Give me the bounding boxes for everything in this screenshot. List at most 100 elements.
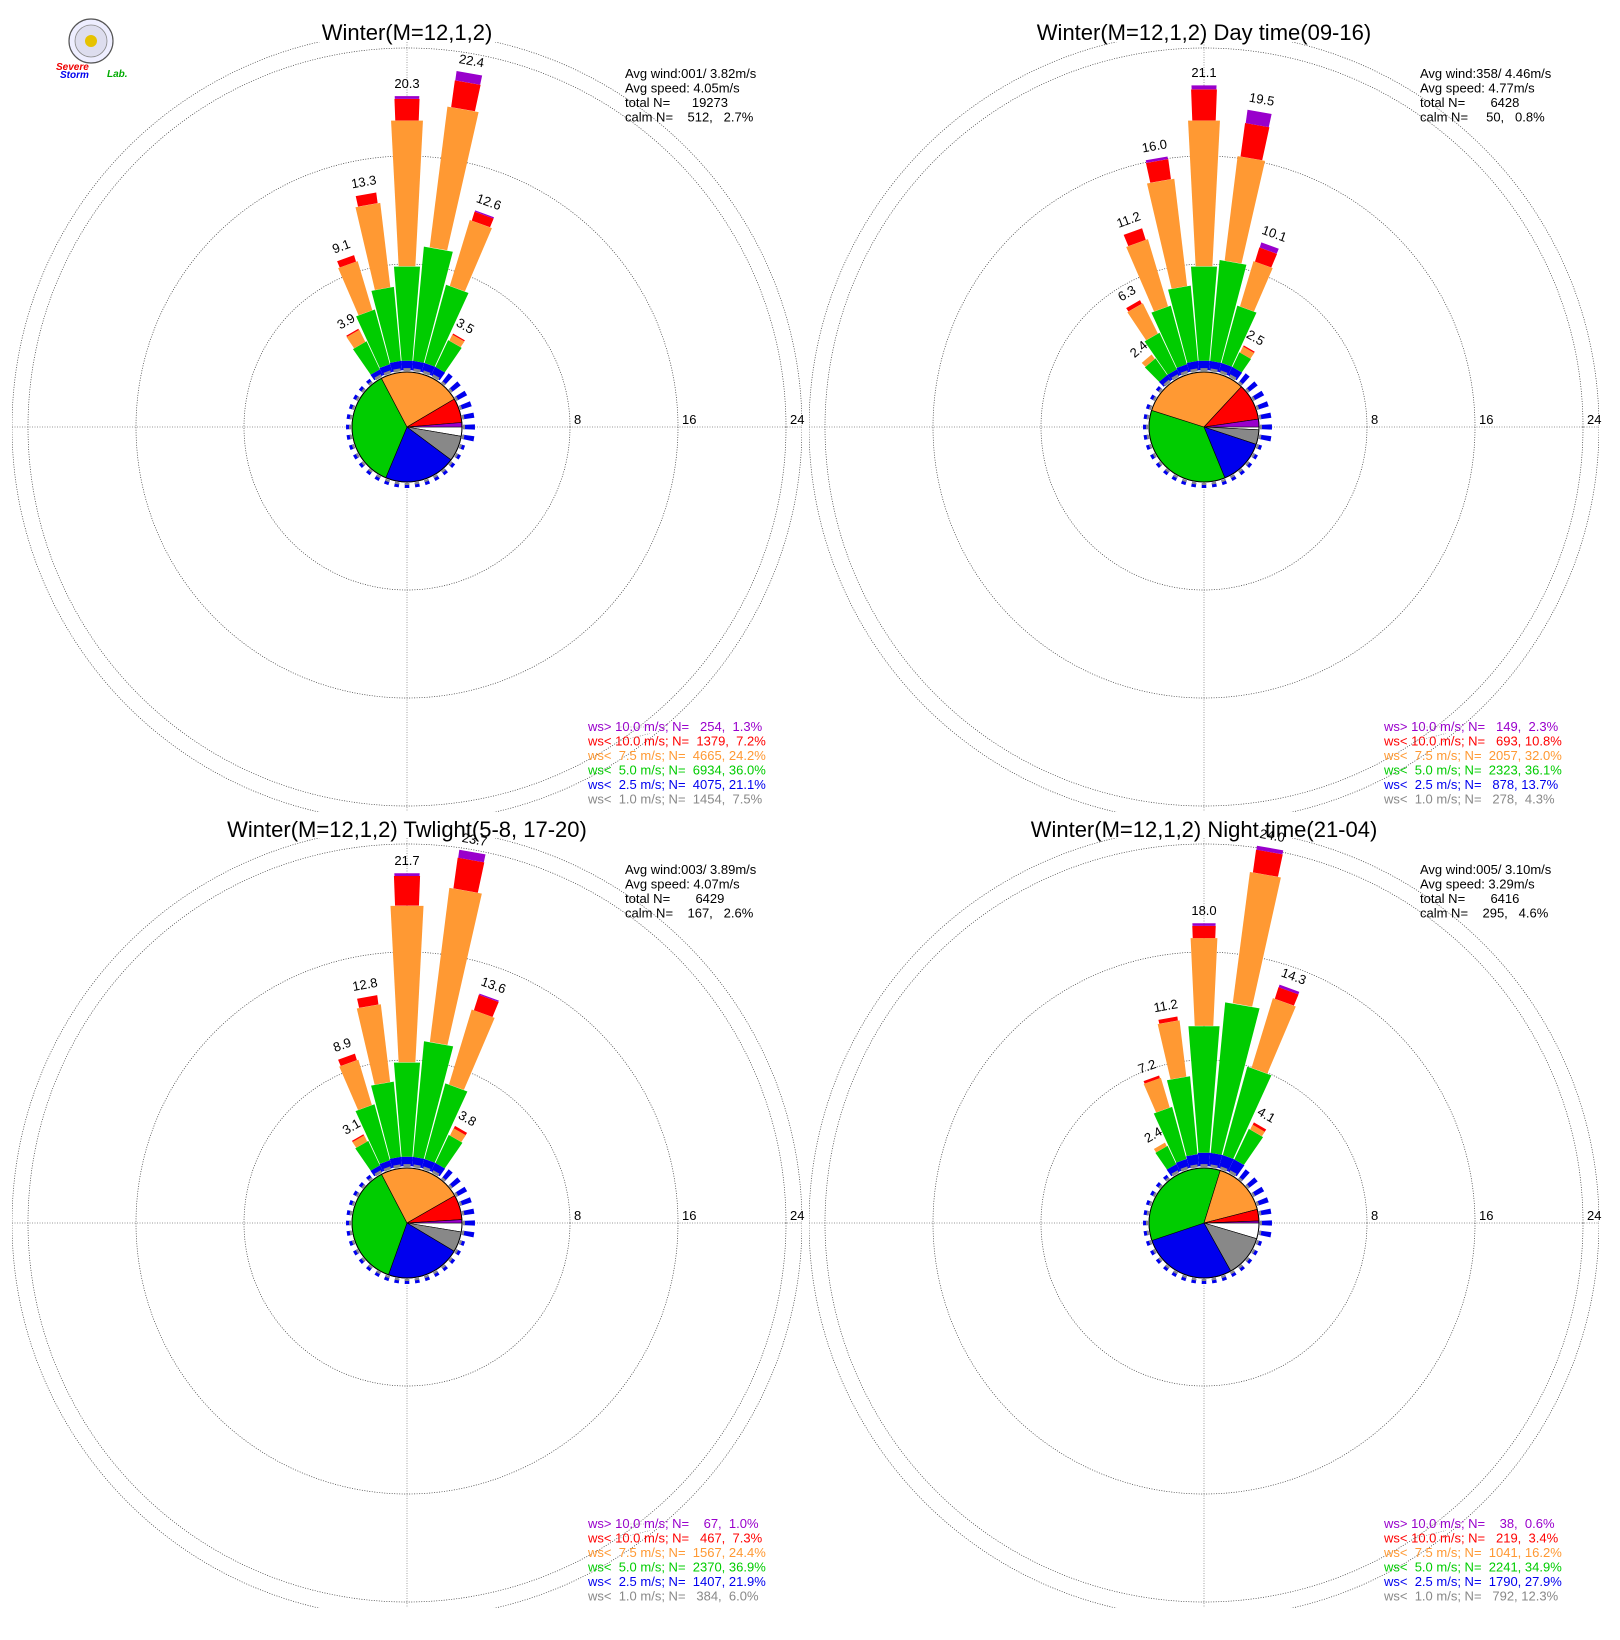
bar-value-label: 14.3 [1279,965,1308,988]
bar-segment [1141,354,1155,367]
minor-direction-bar-base [448,388,453,393]
bar-segment [1192,925,1216,939]
grid-ring [135,155,679,699]
bar-segment [355,1104,390,1164]
bar-segment [453,1125,468,1136]
bar-segment-base [374,1170,383,1177]
bar-segment [458,849,486,863]
bar-value-label: 6.3 [1115,282,1138,304]
direction-bar-10: 23.7 [411,830,488,1169]
panel-title: Winter(M=12,1,2) Night time(21-04) [1031,817,1378,842]
minor-direction-bar [1259,1220,1272,1226]
minor-direction-bar-base [385,1274,390,1279]
minor-direction-bar [462,1220,475,1226]
direction-bar-20: 10.1 [1218,222,1289,376]
stat-line: total N= 19273 [625,95,728,110]
minor-direction-bar [454,390,468,401]
logo-seal-emblem [85,35,97,47]
legend-grid-overlap [617,1530,651,1539]
minor-direction-bar [1258,412,1272,420]
direction-bar-20: 13.6 [421,974,508,1172]
minor-direction-bar-base [361,388,366,393]
grid-ring [27,843,787,1603]
logo-word-severe: Severe [56,62,89,73]
minor-direction-bar-base [454,453,459,458]
direction-bar-340: 7.2 [1136,1056,1190,1172]
bar-segment [1191,89,1217,121]
direction-bar-20: 12.6 [421,190,503,376]
minor-direction-bar-base [1158,1184,1163,1189]
legend-entry: ws< 10.0 m/s; N= 219, 3.4% [1383,1531,1559,1546]
grid-ring [27,47,787,807]
bar-segment-base [1190,368,1198,373]
minor-direction-bar-base [458,405,463,410]
minor-direction-bar-base [441,381,446,386]
minor-direction-bar-base [1230,474,1235,479]
bar-segment-base [393,1164,401,1169]
minor-direction-bar-base [462,424,465,430]
bar-segment [390,905,424,1063]
stat-line: Avg speed: 4.07m/s [625,877,740,892]
legend-entry: ws> 10.0 m/s; N= 67, 1.0% [587,1516,759,1531]
minor-direction-bar-base [361,1184,366,1189]
bar-segment [357,995,379,1008]
minor-direction-bar-base [1191,481,1197,485]
pie-outline [351,371,463,483]
direction-bar-330: 2.4 [1141,1124,1180,1177]
minor-direction-bar-base [349,424,352,430]
legend-entry: ws< 10.0 m/s; N= 693, 10.8% [1383,734,1562,749]
bar-value-label: 11.2 [1115,208,1143,230]
legend-entry: ws< 1.0 m/s; N= 384, 6.0% [587,1589,759,1604]
bar-segment [1158,374,1172,387]
bar-segment [1210,260,1247,363]
direction-bar-350: 13.3 [350,172,403,373]
windrose-panel-2: 8 16 242.46.311.216.021.119.510.12.5Winter… [809,20,1601,812]
bar-segment [1145,159,1171,183]
bar-segment-base [413,1164,421,1169]
minor-direction-bar-base [1201,482,1207,485]
minor-direction-bar-base [355,1192,360,1197]
bar-segment [337,255,357,268]
bar-segment [371,1081,401,1159]
bar-segment [448,1009,495,1090]
bar-segment [346,328,359,337]
minor-direction-bar [1245,381,1258,393]
bar-segment [1256,845,1284,855]
bar-segment [1198,360,1210,371]
bar-segment [1251,998,1296,1074]
minor-direction-bar-base [349,414,353,420]
bar-segment [401,1156,413,1167]
bar-value-label: 21.1 [1191,65,1216,80]
bar-segment-base [403,368,411,372]
bar-segment [1155,1145,1177,1170]
speed-distribution-pie [1148,1167,1260,1279]
ring-label: 8 [1371,412,1378,427]
grid-ring [824,47,1584,807]
panel-title: Winter(M=12,1,2) Day time(09-16) [1037,20,1371,45]
legend-entry: ws< 10.0 m/s; N= 467, 7.3% [587,1531,763,1546]
legend-entry: ws< 5.0 m/s; N= 2370, 36.9% [587,1560,766,1575]
direction-bar-10: 22.4 [411,51,485,373]
legend-grid-overlap [1413,1530,1447,1539]
minor-direction-bar-base [441,1264,446,1269]
bar-segment [473,994,499,1017]
bar-segment [424,1083,468,1163]
bar-segment [1240,123,1270,161]
legend-entry: ws> 10.0 m/s; N= 38, 0.6% [1383,1516,1555,1531]
panel-title: Winter(M=12,1,2) Twlight(5-8, 17-20) [227,817,587,842]
bar-segment-base [1210,368,1218,373]
minor-direction-bar-base [441,468,446,473]
stat-line: total N= 6428 [1420,95,1519,110]
bar-value-label: 11.2 [1152,996,1179,1015]
bar-segment [1222,1066,1272,1159]
bar-segment-base [1163,379,1171,387]
bar-segment [394,98,420,121]
minor-direction-bar-base [1182,478,1187,483]
stat-line: Avg wind:001/ 3.82m/s [625,66,757,81]
windrose-panel-3: 8 16 243.18.912.821.723.713.63.8Winter(M=1… [12,817,804,1608]
minor-direction-bar-base [1245,1184,1250,1189]
minor-direction-bar [441,373,453,386]
stat-line: calm N= 50, 0.8% [1420,110,1545,125]
minor-direction-bar [1251,390,1265,401]
